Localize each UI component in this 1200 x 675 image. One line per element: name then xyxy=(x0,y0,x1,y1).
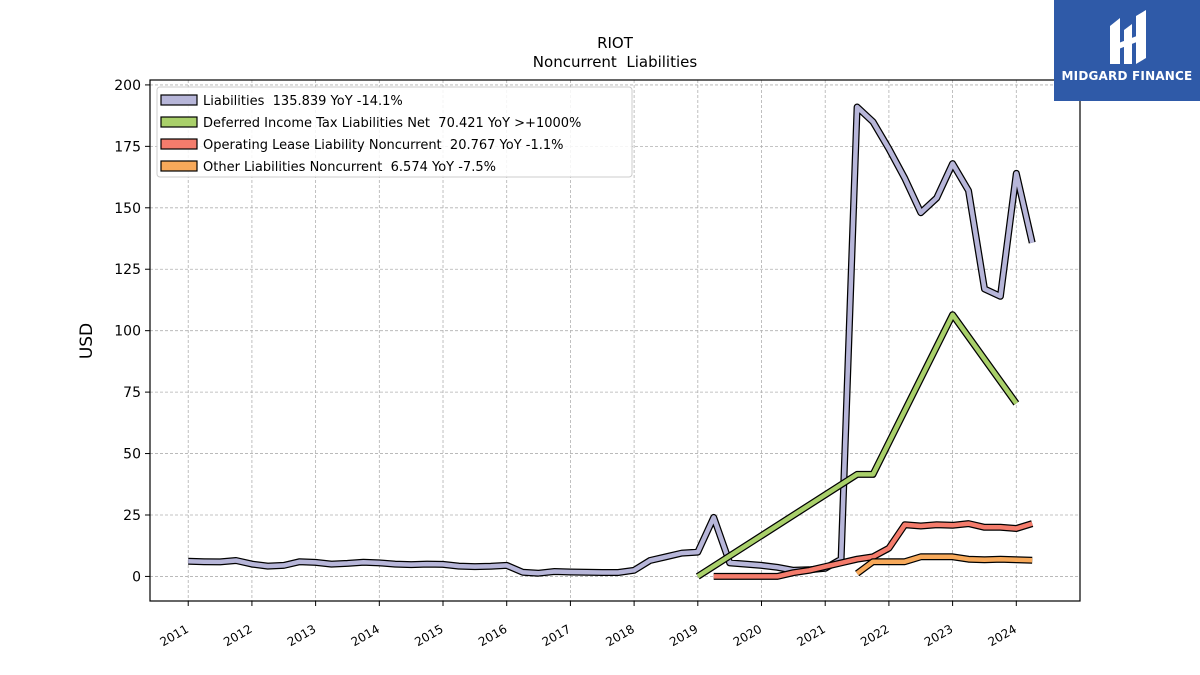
legend-swatch-1 xyxy=(160,94,198,106)
x-tick-label: 2012 xyxy=(221,622,254,649)
legend-swatch-3 xyxy=(160,138,198,150)
x-tick-label: 2018 xyxy=(603,622,636,649)
y-tick-label: 0 xyxy=(132,569,141,585)
series-line-2 xyxy=(696,312,1019,579)
chart-subtitle: Noncurrent Liabilities xyxy=(533,53,698,71)
chart-title: RIOT xyxy=(597,34,634,52)
legend-label-4: Other Liabilities Noncurrent 6.574 YoY -… xyxy=(203,160,496,175)
y-tick-label: 50 xyxy=(123,447,141,463)
series-line-1 xyxy=(188,104,1035,576)
x-tick-label: 2015 xyxy=(412,622,445,649)
legend-label-3: Operating Lease Liability Noncurrent 20.… xyxy=(203,138,564,153)
series-line-4 xyxy=(855,554,1033,576)
x-tick-label: 2019 xyxy=(667,622,700,649)
x-tick-label: 2016 xyxy=(476,622,509,649)
x-tick-label: 2014 xyxy=(349,622,382,649)
y-tick-label: 125 xyxy=(114,262,141,278)
series-line-3 xyxy=(713,521,1033,579)
legend-box xyxy=(156,86,633,178)
y-tick-label: 200 xyxy=(114,78,141,94)
legend: Liabilities 135.839 YoY -14.1% Deferred I… xyxy=(156,86,633,178)
x-tick-label: 2020 xyxy=(731,622,764,649)
x-tick-label: 2021 xyxy=(794,622,827,649)
brand-name: MIDGARD FINANCE xyxy=(1061,69,1193,83)
y-tick-label: 75 xyxy=(123,385,141,401)
x-tick-label: 2022 xyxy=(858,622,891,649)
series-lines xyxy=(188,103,1036,580)
brand-logo: MIDGARD FINANCE xyxy=(1054,0,1200,101)
x-tick-label: 2023 xyxy=(922,622,955,649)
x-tick-label: 2017 xyxy=(540,622,573,649)
y-tick-label: 150 xyxy=(114,201,141,217)
y-tick-label: 175 xyxy=(114,139,141,155)
plot-frame xyxy=(149,79,1081,602)
x-tick-label: 2024 xyxy=(986,622,1019,649)
legend-label-1: Liabilities 135.839 YoY -14.1% xyxy=(203,94,403,109)
y-tick-label: 100 xyxy=(114,324,141,340)
legend-swatch-4 xyxy=(160,160,198,172)
x-tick-label: 2011 xyxy=(157,622,190,649)
y-tick-label: 25 xyxy=(123,508,141,524)
y-axis-label: USD xyxy=(77,323,97,359)
legend-swatch-2 xyxy=(160,116,198,128)
series-outline-2 xyxy=(695,311,1020,580)
x-tick-label: 2013 xyxy=(285,622,318,649)
legend-label-2: Deferred Income Tax Liabilities Net 70.4… xyxy=(203,116,581,131)
midgard-logo-icon xyxy=(1110,10,1146,64)
